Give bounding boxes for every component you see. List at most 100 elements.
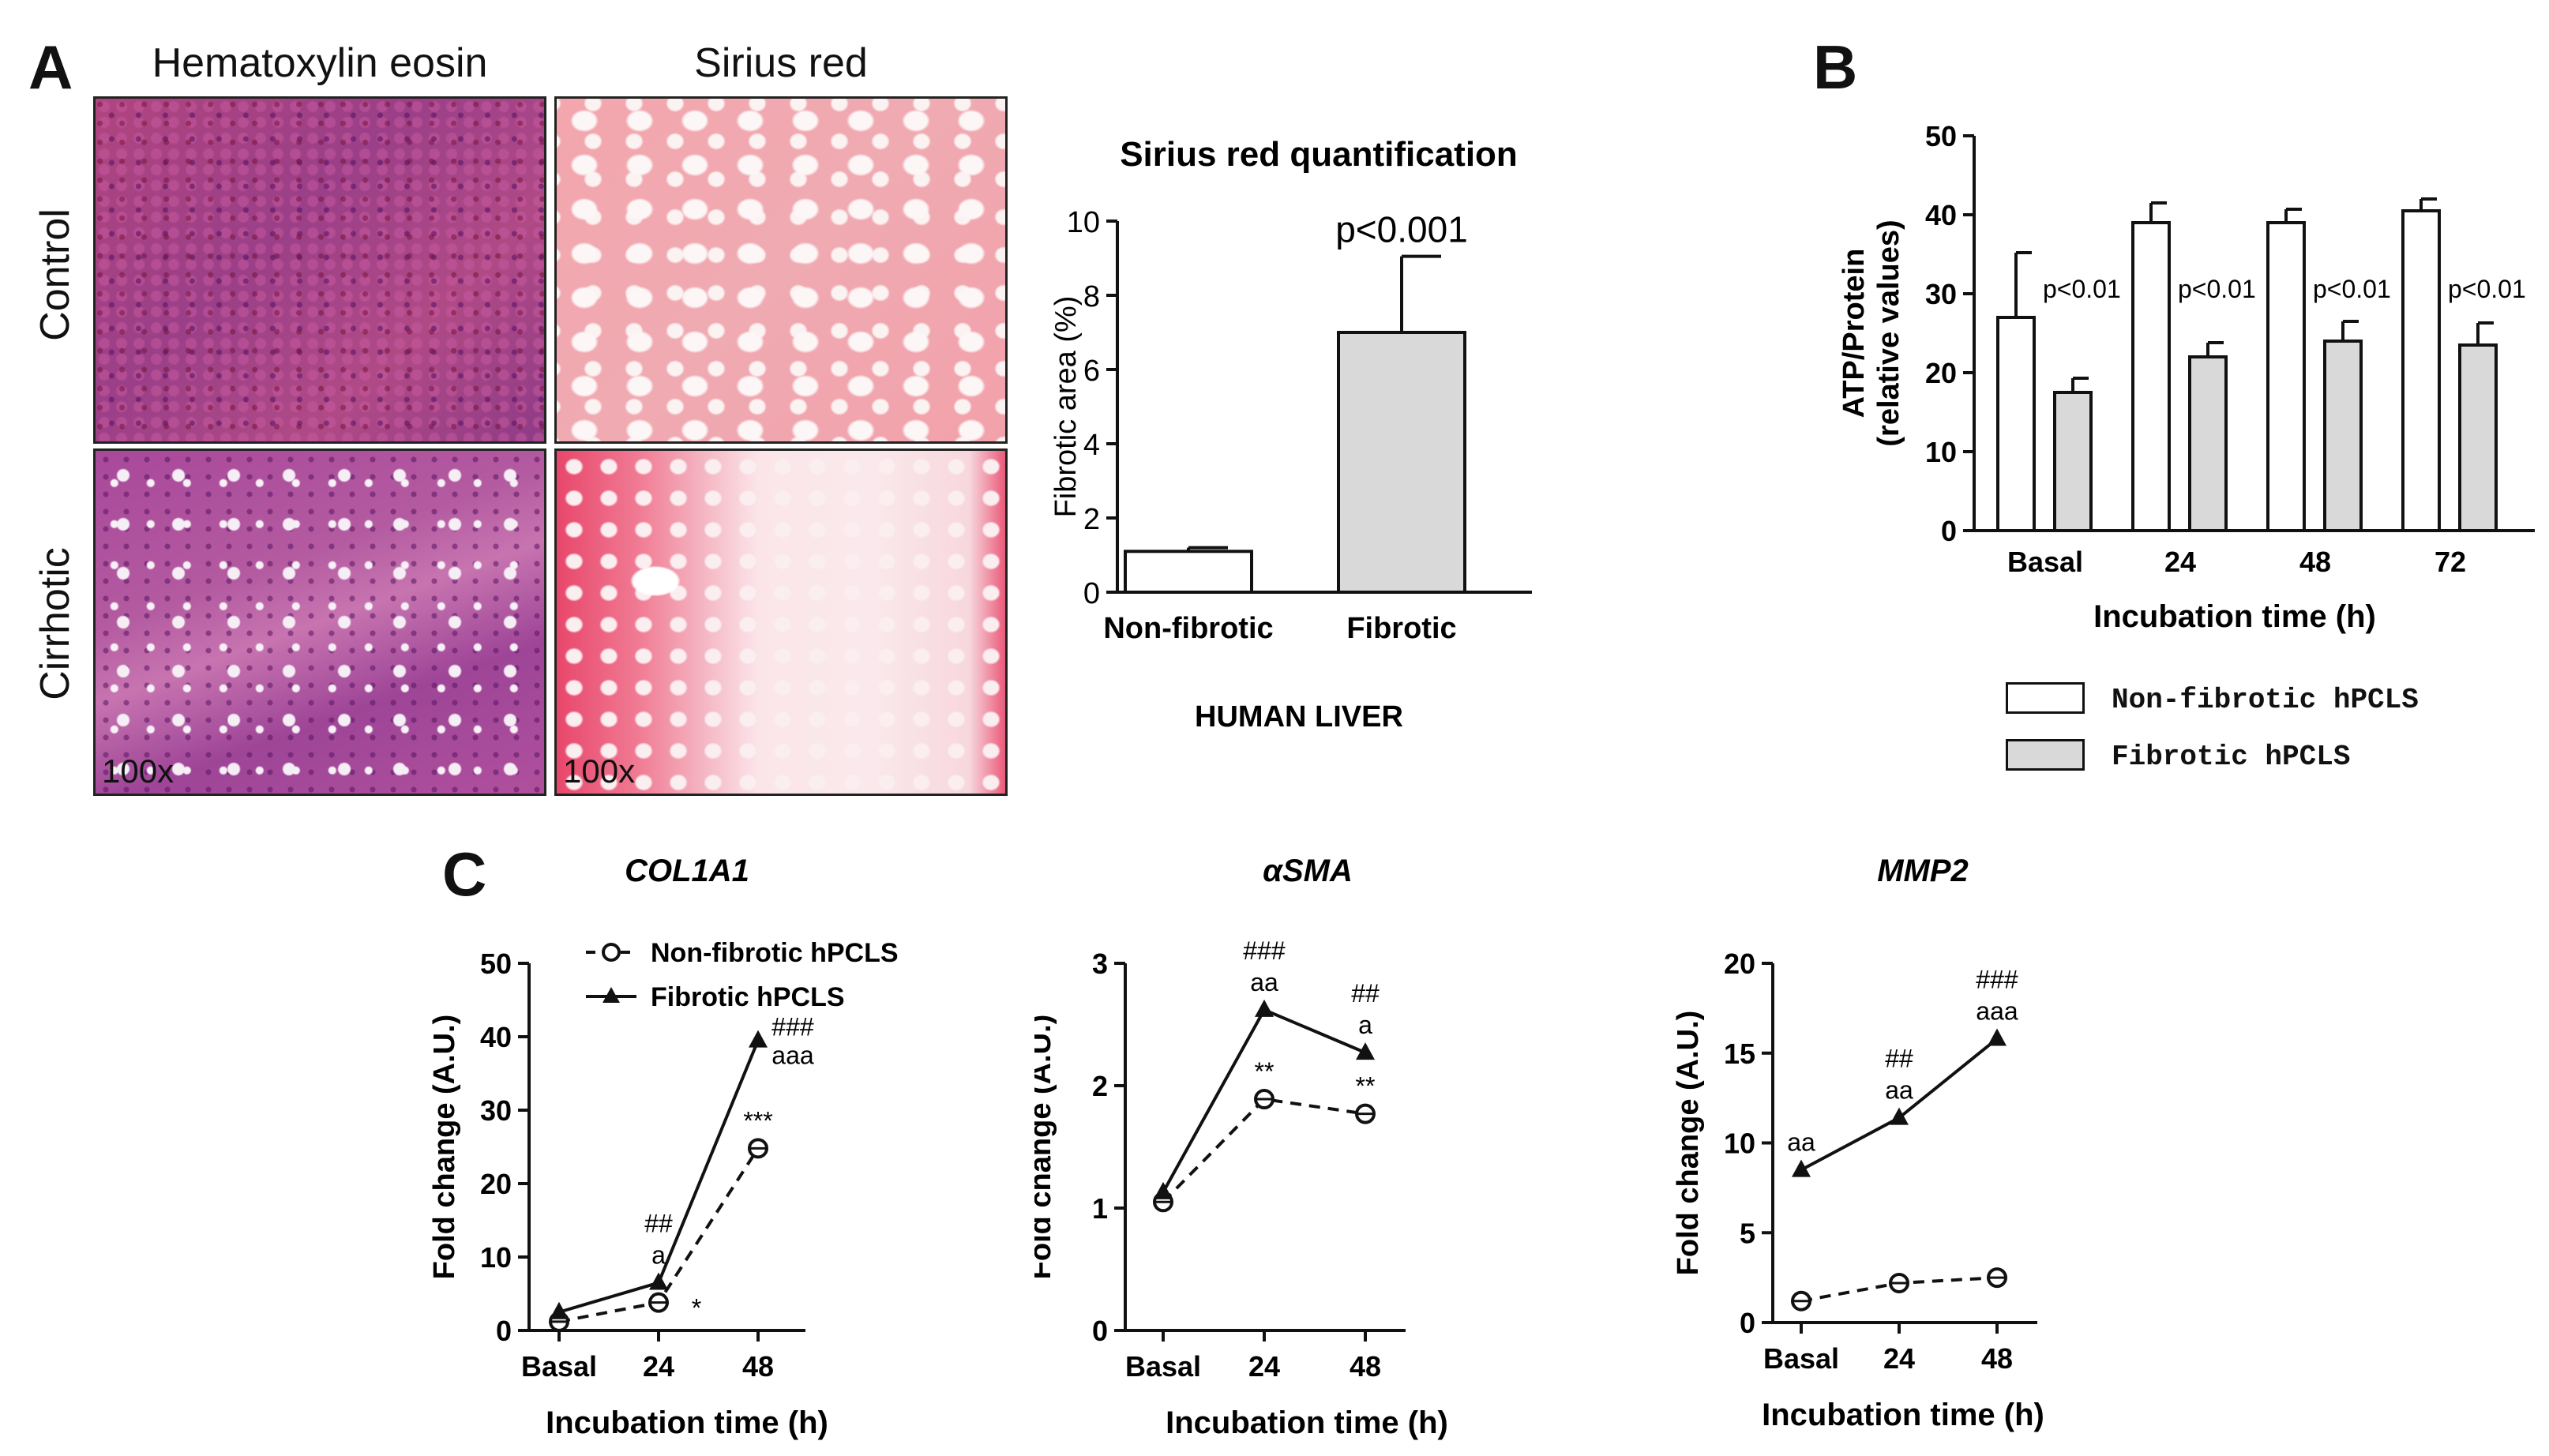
y-tick-label: 3	[1092, 948, 1108, 980]
x-tick-label: 48	[742, 1350, 774, 1383]
x-tick-label: Basal	[2007, 546, 2083, 578]
x-tick-label: Basal	[1125, 1350, 1201, 1383]
y-tick-label: 2	[1092, 1070, 1108, 1102]
p-value-annotation: p<0.01	[2178, 275, 2256, 303]
fibrotic-point	[1792, 1159, 1811, 1177]
bar	[2266, 221, 2306, 532]
x-tick-label: 72	[2435, 546, 2466, 578]
p-value-annotation: p<0.01	[2043, 275, 2121, 303]
x-tick-label: 48	[2299, 546, 2331, 578]
chart-title: Sirius red quantification	[1120, 135, 1518, 174]
chart-title: αSMA	[1263, 854, 1353, 888]
panel-c-letter: C	[442, 839, 487, 909]
significance-annotation: ##	[644, 1210, 673, 1238]
fibrotic-point	[1154, 1181, 1173, 1199]
y-tick-label: 5	[1740, 1217, 1755, 1249]
x-axis-label: Incubation time (h)	[2093, 599, 2376, 634]
y-axis-label: Fold change (A.U.)	[1672, 1011, 1705, 1276]
y-tick-label: 1	[1092, 1192, 1108, 1225]
chart-title: MMP2	[1877, 854, 1969, 888]
fibrotic-point	[1255, 999, 1274, 1017]
y-tick-label: 0	[1083, 577, 1100, 610]
sirius-control-micrograph	[554, 96, 1008, 444]
legend-marker-circle	[602, 943, 621, 962]
chart-title: COL1A1	[625, 854, 749, 888]
atp-protein-chart: 0 10 20 30 40 50 ATP/Protein (relative values) B…	[1838, 120, 2535, 634]
bar	[1124, 550, 1253, 594]
bar	[2458, 343, 2498, 532]
legend-swatch-fibrotic	[2006, 739, 2085, 771]
y-tick-label: 0	[496, 1315, 512, 1347]
significance-annotation: aaa	[1976, 997, 2018, 1026]
y-tick-label: 20	[480, 1168, 512, 1200]
y-tick-label: 2	[1083, 503, 1100, 536]
he-column-title: Hematoxylin eosin	[152, 40, 488, 86]
x-axis-label: Incubation time (h)	[1762, 1398, 2044, 1432]
fibrotic-point	[1890, 1107, 1909, 1125]
sirius-cirrhotic-micrograph: 100x	[554, 448, 1008, 796]
significance-annotation: aa	[1250, 968, 1278, 996]
bar	[1337, 331, 1466, 594]
x-tick-label: Basal	[1763, 1342, 1839, 1375]
significance-annotation: aaa	[771, 1041, 814, 1070]
significance-annotation: **	[1356, 1072, 1376, 1101]
bar	[2053, 391, 2093, 532]
y-tick-label: 0	[1941, 515, 1957, 547]
p-value-annotation: p<0.001	[1335, 209, 1468, 250]
bar	[1996, 316, 2036, 532]
y-axis-label-unit: (relative values)	[1872, 220, 1905, 446]
y-axis-label: Fibrotic area (%)	[1049, 296, 1083, 518]
legend-marker-triangle	[603, 987, 620, 1003]
significance-annotation: aa	[1787, 1128, 1815, 1157]
y-tick-label: 4	[1083, 429, 1100, 462]
y-tick-label: 0	[1740, 1307, 1755, 1339]
he-cirrhotic-micrograph: 100x	[93, 448, 546, 796]
fibrotic-point	[1988, 1028, 2007, 1046]
he-control-micrograph	[93, 96, 546, 444]
x-tick-label: 24	[2164, 546, 2196, 578]
y-tick-label: 20	[1724, 948, 1755, 980]
magnification-label: 100x	[102, 752, 175, 790]
x-tick-label: 24	[643, 1350, 674, 1383]
y-tick-label: 10	[1724, 1128, 1755, 1160]
y-tick-label: 10	[1925, 436, 1957, 468]
x-tick-label: 24	[1883, 1342, 1915, 1375]
y-tick-label: 10	[480, 1241, 512, 1274]
y-tick-label: 30	[1925, 278, 1957, 310]
y-tick-label: 0	[1092, 1315, 1108, 1347]
significance-annotation: ***	[743, 1106, 772, 1135]
fibrotic-point	[749, 1030, 768, 1048]
y-tick-label: 8	[1083, 280, 1100, 313]
significance-annotation: ##	[1351, 979, 1380, 1008]
x-axis-label: HUMAN LIVER	[1195, 700, 1403, 734]
asma-chart: αSMA 0 1 2 3 Basal 24 48 Fold change (A.U.) Incub…	[1034, 854, 1448, 1440]
y-tick-label: 50	[480, 948, 512, 980]
legend-label: Fibrotic hPCLS	[651, 982, 845, 1012]
bar	[2401, 209, 2441, 532]
panel-a-letter: A	[28, 32, 73, 102]
x-tick-label: Basal	[521, 1350, 597, 1383]
y-tick-label: 20	[1925, 357, 1957, 389]
significance-annotation: ###	[1243, 936, 1286, 965]
fibrotic-point	[550, 1301, 569, 1319]
y-axis-label: Fold change (A.U.)	[428, 1015, 461, 1280]
y-tick-label: 40	[1925, 199, 1957, 231]
significance-annotation: **	[1255, 1057, 1274, 1086]
x-tick-label: 48	[1350, 1350, 1381, 1383]
y-tick-label: 30	[480, 1094, 512, 1127]
control-row-title: Control	[32, 208, 78, 341]
bar	[2188, 355, 2228, 532]
significance-annotation: a	[651, 1241, 666, 1270]
sirius-quantification-chart: Sirius red quantification 0 2 4 6 8 10 Fibrotic…	[1049, 135, 1532, 734]
panel-b-letter: B	[1813, 32, 1858, 102]
bar	[2131, 221, 2171, 532]
x-tick-label: Non-fibrotic	[1103, 612, 1273, 645]
x-tick-label: 24	[1248, 1350, 1280, 1383]
x-tick-label: Fibrotic	[1346, 612, 1456, 645]
y-tick-label: 10	[1067, 206, 1100, 239]
legend-label-non-fibrotic: Non-fibrotic hPCLS	[2112, 684, 2419, 716]
y-axis-label: ATP/Protein	[1838, 249, 1871, 418]
legend-label-fibrotic: Fibrotic hPCLS	[2112, 741, 2351, 773]
y-tick-label: 40	[480, 1021, 512, 1053]
p-value-annotation: p<0.01	[2313, 275, 2391, 303]
